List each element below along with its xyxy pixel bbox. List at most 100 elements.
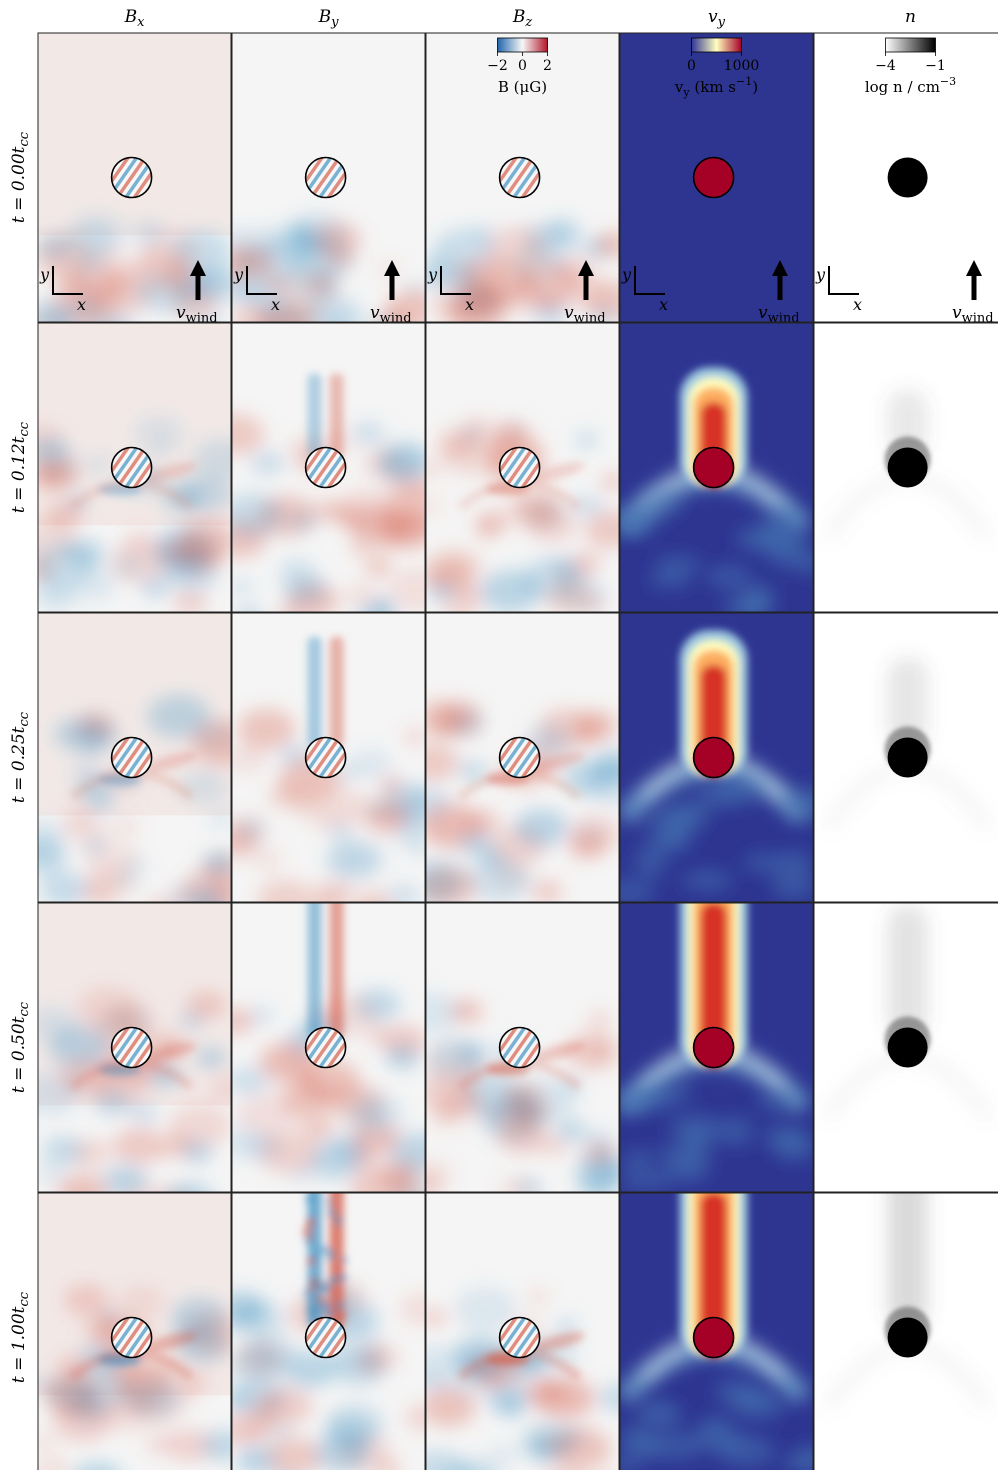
panel-frame xyxy=(231,322,426,613)
cloud-field xyxy=(305,737,346,778)
cloud-contour xyxy=(110,1316,153,1359)
cloud-contour xyxy=(692,736,735,779)
row-label-4: t = 1.00tcc xyxy=(9,1291,32,1383)
panel-n-row-3 xyxy=(813,902,998,1193)
panel-frame xyxy=(231,1192,426,1470)
column-title-vy: vy xyxy=(708,7,726,30)
panel-frame xyxy=(231,902,426,1193)
panel-frame xyxy=(37,902,232,1193)
row-label-0: t = 0.00tcc xyxy=(9,131,32,223)
turbulence-field xyxy=(38,415,231,612)
axes-indicator: xy xyxy=(233,265,280,314)
panel-vy-row-4 xyxy=(619,1192,814,1470)
row-label-2: t = 0.25tcc xyxy=(9,711,32,803)
panel-frame xyxy=(425,1192,620,1470)
turbulence-field xyxy=(38,694,231,902)
panel-bx-row-3 xyxy=(37,902,232,1193)
panel-bx-row-2 xyxy=(37,612,232,903)
panel-by-row-3 xyxy=(231,902,426,1193)
turbulence-field xyxy=(232,708,425,902)
colorbar-tick: −2 xyxy=(487,58,508,74)
panel-n-row-1 xyxy=(813,322,998,613)
panel-frame xyxy=(813,902,998,1193)
cloud-contour xyxy=(498,1026,541,1069)
panel-bx-row-1 xyxy=(37,322,232,613)
colorbar-label: B (μG) xyxy=(498,78,547,96)
cloud-contour xyxy=(692,1026,735,1069)
cloud-contour xyxy=(304,156,347,199)
colorbar-label: log n / cm−3 xyxy=(865,75,956,96)
panel-frame xyxy=(425,902,620,1193)
turbulence-field xyxy=(232,212,425,322)
cloud-contour xyxy=(304,446,347,489)
axis-y-label: y xyxy=(815,265,826,284)
panel-frame xyxy=(813,612,998,903)
cloud-field xyxy=(111,447,152,488)
cloud-contour xyxy=(304,1316,347,1359)
panel-frame xyxy=(619,322,814,613)
axes-indicator: xy xyxy=(815,265,862,314)
panel-frame xyxy=(37,612,232,903)
colorbar-tick: −4 xyxy=(875,58,896,74)
cloud-contour xyxy=(304,736,347,779)
panel-n-row-4 xyxy=(813,1192,998,1470)
cloud-density xyxy=(887,447,928,488)
row-label-3: t = 0.50tcc xyxy=(9,1001,32,1093)
panel-by-row-1 xyxy=(231,322,426,613)
turbulence-field xyxy=(426,699,619,902)
velocity-wake xyxy=(620,1193,813,1470)
panel-frame xyxy=(231,612,426,903)
wake-field xyxy=(307,903,344,1038)
cloud-density xyxy=(887,157,928,198)
cloud-contour xyxy=(498,1316,541,1359)
turbulence-field xyxy=(38,212,231,322)
panel-n-row-2 xyxy=(813,612,998,903)
panel-bz-row-1 xyxy=(425,322,620,613)
colorbar-tick: 0 xyxy=(518,58,527,74)
cloud-contour xyxy=(110,156,153,199)
panel-vy-row-3 xyxy=(619,902,814,1193)
colorbar-label: vy (km s−1) xyxy=(674,75,758,99)
axes-indicator: xy xyxy=(39,265,86,314)
axis-y-label: y xyxy=(233,265,244,284)
cloud-density xyxy=(887,737,928,778)
colorbar-tick: −1 xyxy=(925,58,946,74)
cloud-density xyxy=(887,1027,928,1068)
wake-field xyxy=(307,636,344,748)
turbulence-field xyxy=(232,1279,425,1470)
axis-y-label: y xyxy=(39,265,50,284)
panel-bx-row-4 xyxy=(37,1192,232,1470)
cloud-contour xyxy=(498,156,541,199)
panel-frame xyxy=(619,32,814,323)
cloud-contour xyxy=(498,736,541,779)
colorbar-bz: −2 0 2 B (μG) xyxy=(487,37,552,96)
panel-frame xyxy=(37,32,232,323)
turbulence-field xyxy=(232,414,425,612)
panel-frame xyxy=(813,32,998,323)
panel-vy-row-1 xyxy=(619,322,814,613)
turbulence-field xyxy=(426,417,619,612)
axis-x-label: x xyxy=(271,295,280,314)
axis-x-label: x xyxy=(659,295,668,314)
axis-x-label: x xyxy=(77,295,86,314)
turbulence-field xyxy=(232,988,425,1192)
panel-frame xyxy=(619,902,814,1193)
panel-by-row-2 xyxy=(231,612,426,903)
panel-bz-row-3 xyxy=(425,902,620,1193)
axis-y-label: y xyxy=(427,265,438,284)
panel-frame xyxy=(619,1192,814,1470)
panel-frame xyxy=(37,322,232,613)
axis-x-label: x xyxy=(465,295,474,314)
cloud-contour xyxy=(692,156,735,199)
column-title-bx: Bx xyxy=(124,7,146,30)
panel-frame xyxy=(231,32,426,323)
column-title-bz: Bz xyxy=(512,7,533,30)
column-title-n: n xyxy=(905,7,916,27)
